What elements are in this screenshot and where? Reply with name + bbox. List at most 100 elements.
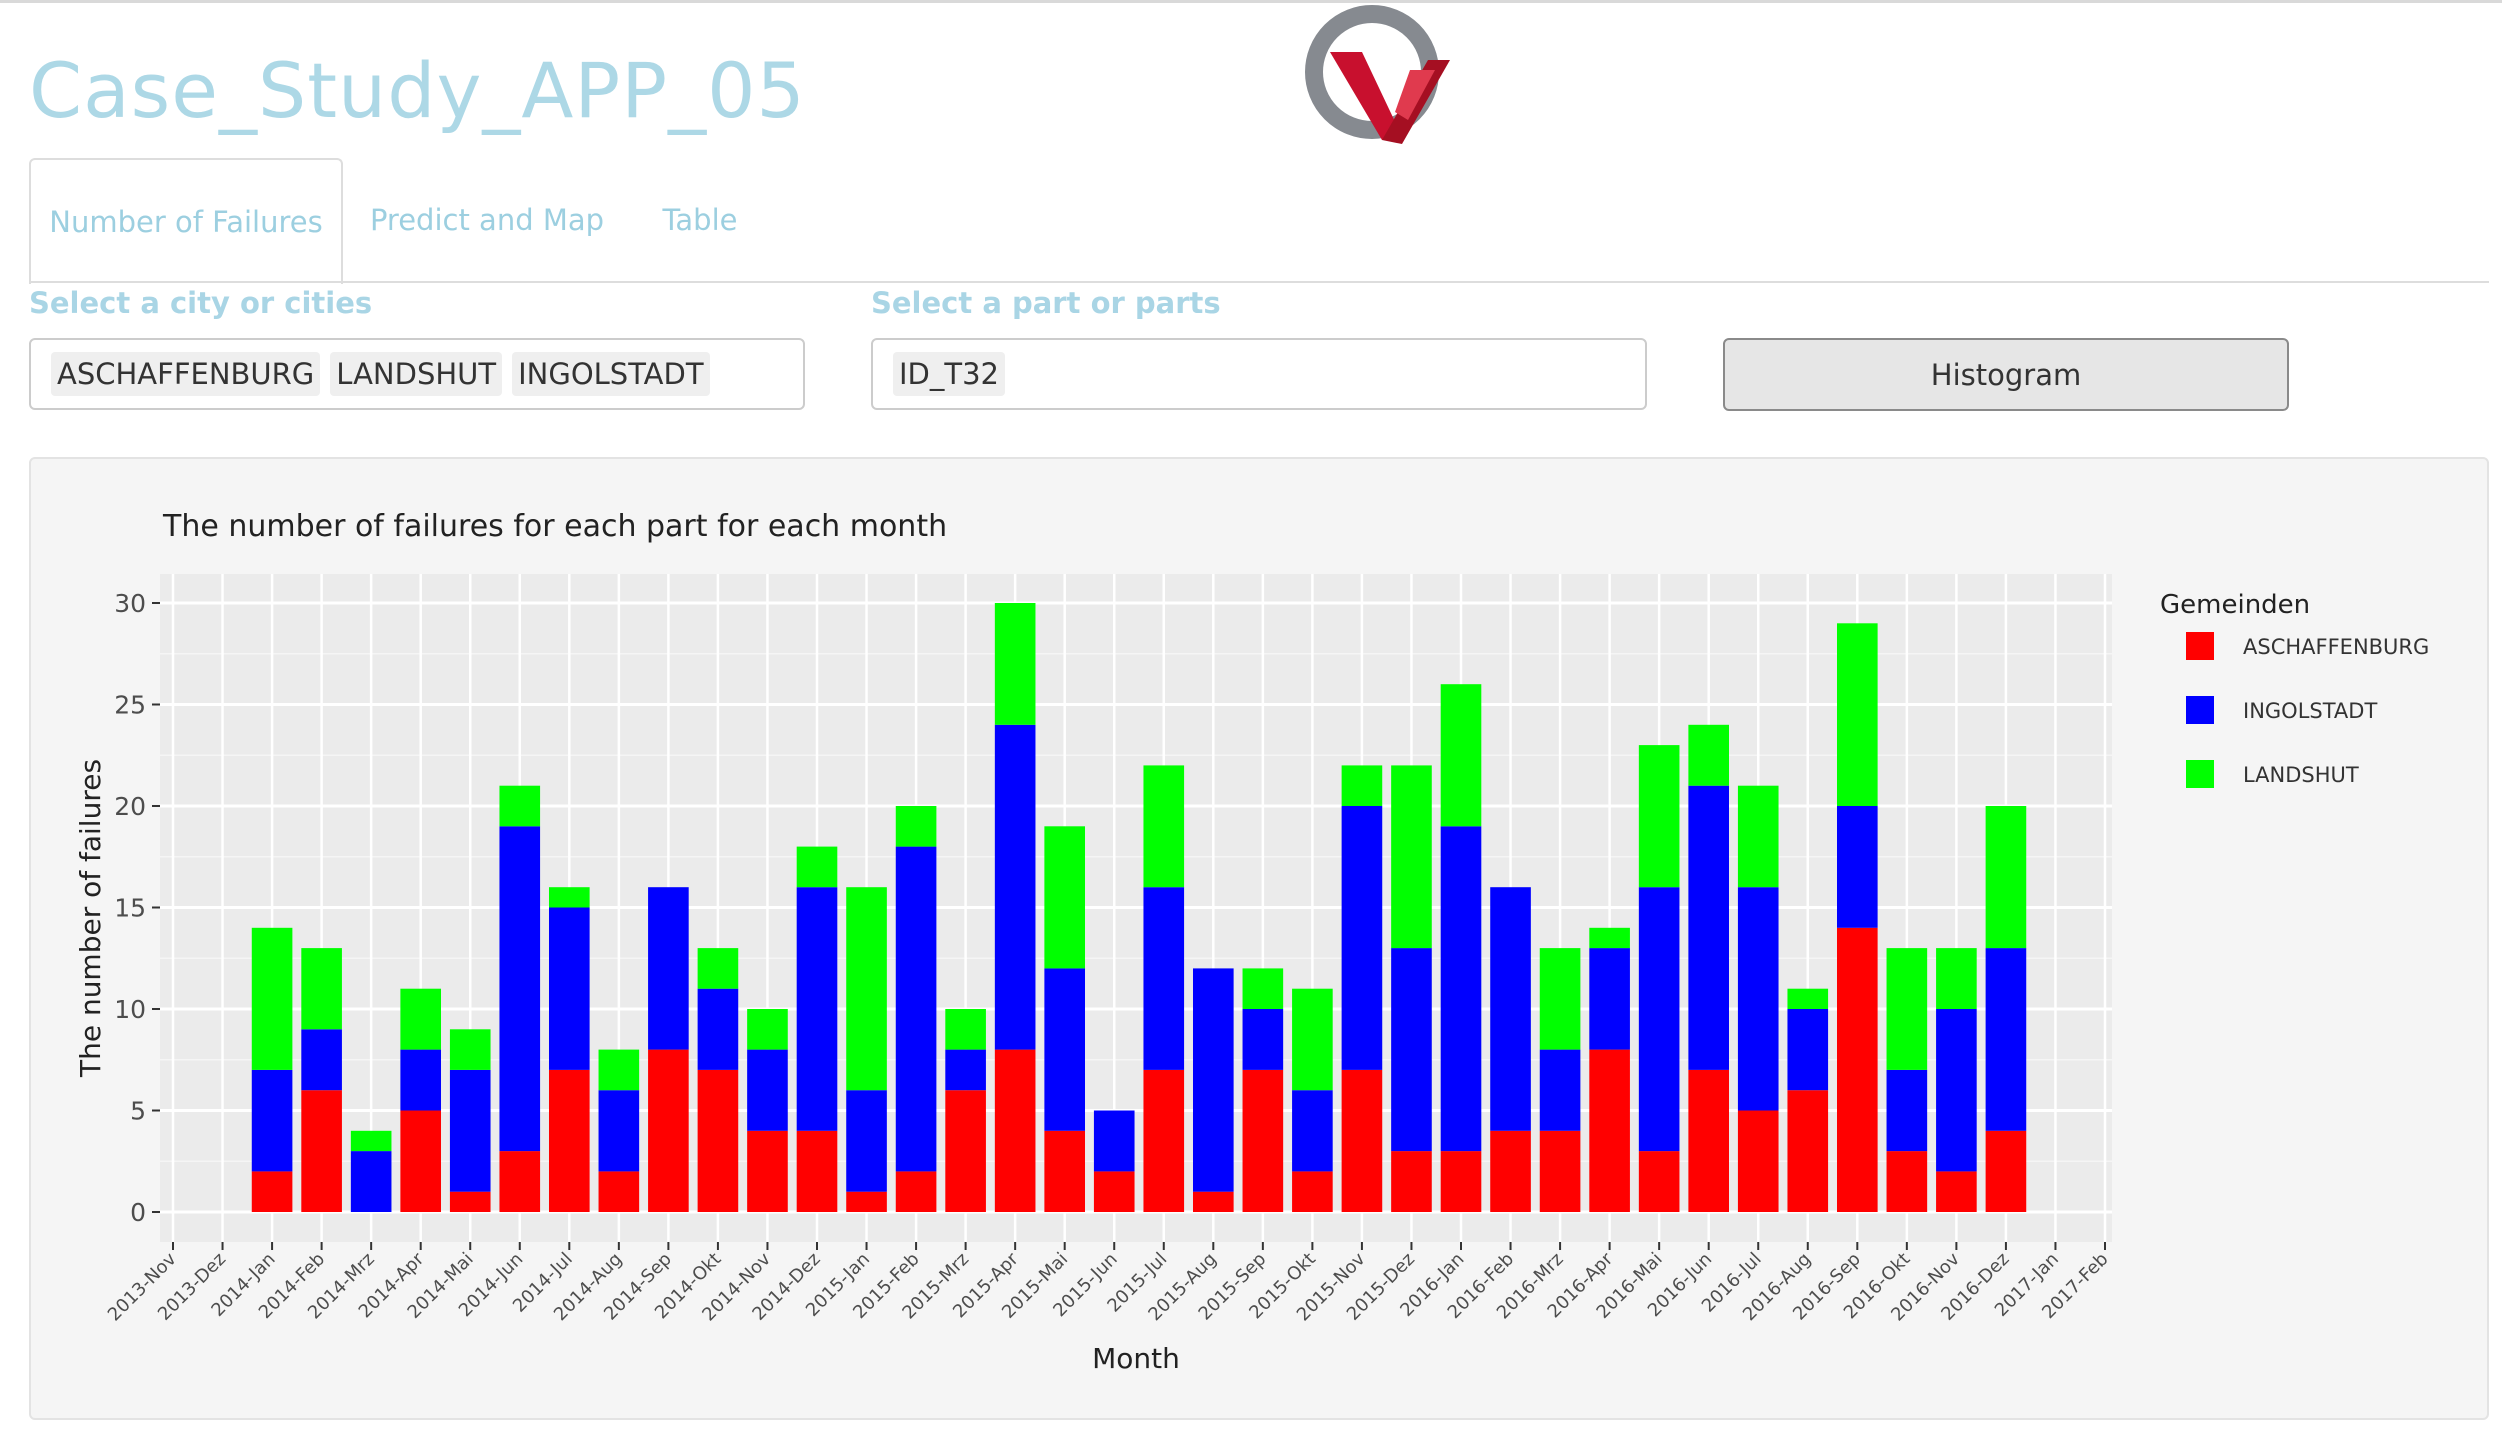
bar-ingolstadt-2016-dez xyxy=(1985,948,2027,1131)
bar-ingolstadt-2014-mrz xyxy=(350,1151,392,1212)
bar-aschaffenburg-2015-mrz xyxy=(945,1090,986,1212)
bar-ingolstadt-2015-jan xyxy=(846,1090,887,1192)
bar-aschaffenburg-2015-okt xyxy=(1292,1171,1333,1212)
bar-aschaffenburg-2015-jul xyxy=(1143,1069,1185,1212)
y-tick-label: 10 xyxy=(114,995,146,1024)
bar-aschaffenburg-2015-dez xyxy=(1391,1151,1432,1212)
bar-ingolstadt-2015-okt xyxy=(1292,1090,1333,1172)
y-tick-label: 30 xyxy=(114,589,146,618)
tab-predict-and-map[interactable]: Predict and Map xyxy=(355,158,619,282)
bar-ingolstadt-2015-dez xyxy=(1391,948,1432,1152)
city-chip[interactable]: INGOLSTADT xyxy=(512,352,710,396)
bar-landshut-2015-jul xyxy=(1143,765,1185,888)
bar-landshut-2015-sep xyxy=(1242,968,1284,1009)
bar-aschaffenburg-2016-jan xyxy=(1440,1151,1482,1212)
part-chip[interactable]: ID_T32 xyxy=(893,352,1005,396)
bar-aschaffenburg-2014-mai xyxy=(449,1191,491,1212)
chart-title: The number of failures for each part for… xyxy=(162,509,947,544)
legend-label: LANDSHUT xyxy=(2243,763,2359,787)
bar-ingolstadt-2016-sep xyxy=(1836,806,1878,928)
legend-title: Gemeinden xyxy=(2160,590,2310,620)
bar-aschaffenburg-2016-mai xyxy=(1638,1151,1680,1212)
bar-landshut-2014-dez xyxy=(796,846,838,888)
tab-number-of-failures[interactable]: Number of Failures xyxy=(29,158,343,284)
bar-landshut-2016-apr xyxy=(1589,927,1630,949)
city-select-label: Select a city or cities xyxy=(29,286,373,320)
legend-label: INGOLSTADT xyxy=(2243,699,2377,723)
bar-ingolstadt-2015-feb xyxy=(895,846,937,1172)
bar-landshut-2014-mai xyxy=(449,1029,491,1070)
y-tick-label: 20 xyxy=(114,792,146,821)
bar-aschaffenburg-2015-apr xyxy=(994,1049,1036,1212)
city-chip[interactable]: ASCHAFFENBURG xyxy=(51,352,321,396)
bar-aschaffenburg-2015-jan xyxy=(846,1191,887,1212)
bar-aschaffenburg-2014-apr xyxy=(400,1110,442,1212)
bar-landshut-2014-apr xyxy=(400,988,442,1050)
bar-ingolstadt-2015-mai xyxy=(1044,968,1086,1131)
bar-landshut-2016-dez xyxy=(1985,806,2027,949)
bar-aschaffenburg-2015-feb xyxy=(895,1171,937,1212)
bar-aschaffenburg-2014-dez xyxy=(796,1130,838,1212)
bar-ingolstadt-2015-jul xyxy=(1143,887,1185,1070)
y-tick-label: 0 xyxy=(130,1198,146,1227)
y-axis: 0 5 10 15 20 25 30 xyxy=(114,589,160,1227)
part-select-label: Select a part or parts xyxy=(871,286,1221,320)
bar-ingolstadt-2014-nov xyxy=(747,1049,788,1131)
bar-aschaffenburg-2016-okt xyxy=(1886,1151,1928,1212)
bar-landshut-2014-mrz xyxy=(350,1130,392,1152)
bar-ingolstadt-2015-mrz xyxy=(945,1049,986,1091)
bar-landshut-2015-dez xyxy=(1391,765,1432,949)
bar-landshut-2014-feb xyxy=(301,948,342,1030)
part-select[interactable]: ID_T32 xyxy=(871,338,1647,410)
bar-aschaffenburg-2014-feb xyxy=(301,1090,342,1212)
bar-ingolstadt-2016-feb xyxy=(1490,887,1531,1131)
bar-landshut-2016-jun xyxy=(1688,724,1730,786)
bar-ingolstadt-2016-jun xyxy=(1688,785,1730,1070)
bar-aschaffenburg-2015-jun xyxy=(1093,1171,1135,1212)
bar-aschaffenburg-2014-jul xyxy=(548,1069,590,1212)
bar-landshut-2015-mai xyxy=(1044,826,1086,969)
bar-ingolstadt-2014-apr xyxy=(400,1049,442,1111)
bar-ingolstadt-2014-sep xyxy=(648,887,689,1050)
top-border xyxy=(0,0,2502,3)
bar-aschaffenburg-2014-jan xyxy=(251,1171,293,1212)
bar-ingolstadt-2016-jan xyxy=(1440,826,1482,1152)
bar-aschaffenburg-2015-aug xyxy=(1192,1191,1234,1212)
bar-ingolstadt-2014-jul xyxy=(548,907,590,1070)
bar-ingolstadt-2016-nov xyxy=(1936,1009,1977,1172)
bar-ingolstadt-2016-apr xyxy=(1589,948,1630,1050)
bar-aschaffenburg-2016-feb xyxy=(1490,1130,1531,1212)
bar-ingolstadt-2015-jun xyxy=(1093,1110,1135,1172)
city-select[interactable]: ASCHAFFENBURG LANDSHUT INGOLSTADT xyxy=(29,338,805,410)
x-axis-label: Month xyxy=(1092,1342,1180,1375)
bar-landshut-2014-aug xyxy=(598,1049,640,1091)
bar-landshut-2014-nov xyxy=(747,1009,788,1050)
bar-aschaffenburg-2015-mai xyxy=(1044,1130,1086,1212)
bar-aschaffenburg-2016-jul xyxy=(1737,1110,1779,1212)
y-tick-label: 15 xyxy=(114,894,146,923)
bar-ingolstadt-2015-sep xyxy=(1242,1009,1284,1070)
bar-aschaffenburg-2016-nov xyxy=(1936,1171,1977,1212)
city-chip[interactable]: LANDSHUT xyxy=(330,352,503,396)
bar-ingolstadt-2015-aug xyxy=(1192,968,1234,1192)
histogram-button[interactable]: Histogram xyxy=(1723,338,2289,411)
bar-landshut-2015-apr xyxy=(994,603,1036,725)
bar-aschaffenburg-2016-jun xyxy=(1688,1069,1730,1212)
tab-label: Predict and Map xyxy=(369,203,605,237)
tab-table[interactable]: Table xyxy=(630,158,770,282)
tab-label: Number of Failures xyxy=(49,205,323,239)
bar-aschaffenburg-2016-mrz xyxy=(1539,1130,1581,1212)
bar-ingolstadt-2014-aug xyxy=(598,1090,640,1172)
bar-ingolstadt-2016-jul xyxy=(1737,887,1779,1111)
bar-ingolstadt-2014-jun xyxy=(499,826,541,1152)
bar-aschaffenburg-2016-sep xyxy=(1836,927,1878,1212)
bar-aschaffenburg-2014-okt xyxy=(697,1069,739,1212)
bar-landshut-2016-sep xyxy=(1836,623,1878,806)
legend-swatch xyxy=(2186,632,2214,660)
bar-ingolstadt-2014-jan xyxy=(251,1069,293,1172)
bar-ingolstadt-2015-nov xyxy=(1341,806,1383,1070)
bar-landshut-2014-jul xyxy=(548,887,590,908)
bar-landshut-2014-jan xyxy=(251,927,293,1070)
bar-landshut-2015-okt xyxy=(1292,988,1333,1091)
bar-landshut-2015-feb xyxy=(895,806,937,847)
